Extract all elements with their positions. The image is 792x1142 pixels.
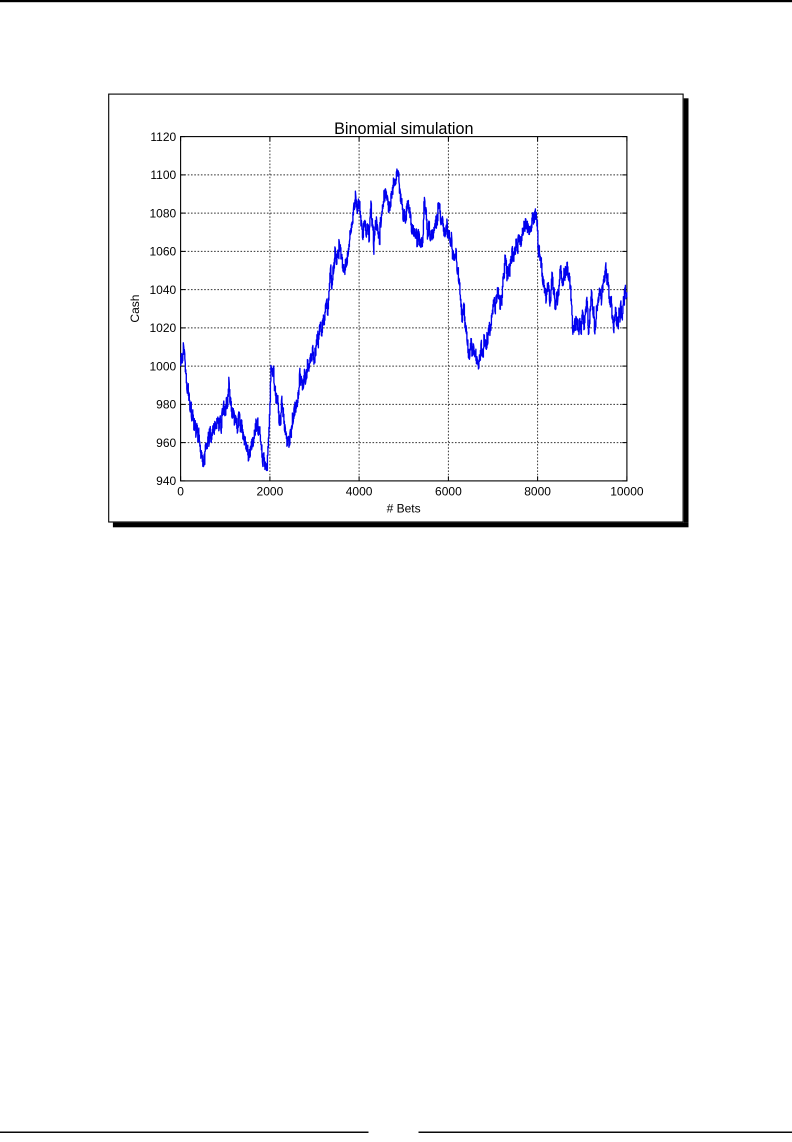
svg-text:4000: 4000 — [346, 485, 373, 499]
svg-text:1020: 1020 — [149, 321, 176, 335]
svg-text:10000: 10000 — [610, 485, 644, 499]
svg-text:1000: 1000 — [149, 359, 176, 373]
svg-text:1080: 1080 — [149, 206, 176, 220]
svg-text:Binomial simulation: Binomial simulation — [334, 120, 473, 138]
svg-text:1040: 1040 — [149, 283, 176, 297]
svg-text:1120: 1120 — [150, 130, 176, 144]
svg-text:980: 980 — [156, 398, 176, 412]
svg-text:6000: 6000 — [435, 485, 462, 499]
svg-text:1060: 1060 — [149, 245, 176, 259]
svg-text:0: 0 — [177, 485, 184, 499]
svg-text:940: 940 — [156, 474, 176, 488]
svg-text:1100: 1100 — [150, 168, 176, 182]
svg-text:960: 960 — [156, 436, 176, 450]
svg-text:8000: 8000 — [524, 485, 551, 499]
svg-text:# Bets: # Bets — [387, 502, 421, 516]
svg-text:2000: 2000 — [257, 485, 284, 499]
svg-text:Cash: Cash — [128, 295, 142, 323]
